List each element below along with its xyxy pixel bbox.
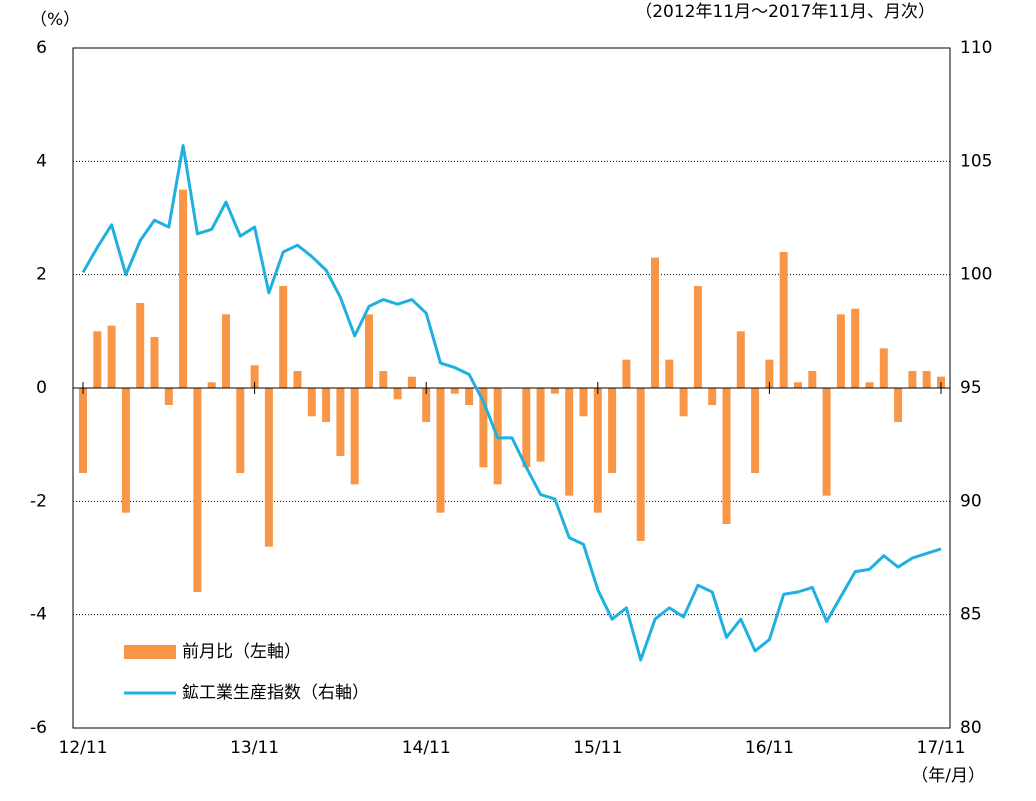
bar <box>608 388 617 473</box>
bar <box>465 388 474 405</box>
bar <box>350 388 359 485</box>
bar <box>107 325 116 388</box>
legend-label: 鉱工業生産指数（右軸） <box>182 683 369 703</box>
bar <box>622 359 631 388</box>
bar <box>722 388 731 524</box>
bar <box>150 337 159 388</box>
bar <box>765 359 774 388</box>
bar <box>693 286 702 388</box>
x-tick-label: 17/11 <box>917 738 966 758</box>
bar <box>136 303 145 388</box>
bar <box>679 388 688 417</box>
bar <box>651 257 659 388</box>
y-tick-label: 4 <box>36 151 47 171</box>
bar <box>808 371 817 388</box>
x-tick-label: 12/11 <box>59 738 108 758</box>
bar <box>708 388 717 405</box>
bar <box>250 365 259 388</box>
bar <box>593 388 602 513</box>
bar <box>179 189 188 388</box>
y2-tick-label: 80 <box>960 718 982 738</box>
bar <box>908 371 917 388</box>
bar <box>836 314 845 388</box>
bar <box>450 388 459 394</box>
x-tick-label: 15/11 <box>573 738 622 758</box>
bar <box>422 388 431 422</box>
x-tick-label: 14/11 <box>402 738 451 758</box>
bar <box>736 331 745 388</box>
bar <box>779 252 788 388</box>
bar <box>922 371 931 388</box>
bar <box>579 388 588 417</box>
x-axis-unit: （年/月） <box>911 766 985 786</box>
bar <box>665 359 674 388</box>
bar <box>479 388 488 468</box>
bar <box>894 388 903 422</box>
y2-tick-label: 95 <box>960 378 982 398</box>
bar <box>436 388 445 513</box>
legend-label: 前月比（左軸） <box>182 642 301 662</box>
bar <box>293 371 302 388</box>
bar <box>336 388 345 456</box>
y2-tick-label: 90 <box>960 491 982 511</box>
bar <box>550 388 559 394</box>
line <box>81 143 942 662</box>
y-tick-label: -6 <box>30 718 47 738</box>
bar <box>222 314 230 388</box>
bar <box>193 388 202 592</box>
bar <box>522 388 531 468</box>
subtitle: （2012年11月～2017年11月、月次） <box>635 2 935 22</box>
bar <box>322 388 331 422</box>
bar <box>407 376 416 388</box>
x-tick-label: 13/11 <box>230 738 279 758</box>
bar <box>822 388 831 496</box>
bar <box>79 388 87 473</box>
y-tick-label: 6 <box>36 38 47 58</box>
bar <box>393 388 402 400</box>
x-tick-label: 16/11 <box>745 738 794 758</box>
legend-swatch <box>124 645 176 659</box>
bar <box>93 331 102 388</box>
y-tick-label: 2 <box>36 265 47 285</box>
y-tick-label: -4 <box>30 605 47 625</box>
y2-tick-label: 105 <box>960 151 992 171</box>
bar <box>164 388 173 405</box>
y-tick-label: 0 <box>36 378 47 398</box>
y2-tick-label: 100 <box>960 265 992 285</box>
y2-tick-label: 85 <box>960 605 982 625</box>
bar <box>236 388 245 473</box>
bar <box>365 314 373 388</box>
bar <box>279 286 288 388</box>
bar <box>879 348 888 388</box>
bar <box>207 382 216 388</box>
bar <box>851 308 860 388</box>
bar <box>865 382 874 388</box>
bar <box>565 388 574 496</box>
bar <box>636 388 645 541</box>
bar <box>121 388 130 513</box>
bar <box>794 382 802 388</box>
plot-frame <box>72 47 951 729</box>
bar <box>307 388 316 417</box>
bar <box>751 388 760 473</box>
bar <box>264 388 273 547</box>
y-tick-label: -2 <box>30 491 47 511</box>
y2-tick-label: 110 <box>960 38 992 58</box>
bar <box>379 371 388 388</box>
bar <box>536 388 545 462</box>
y-axis-unit: （%） <box>30 10 80 30</box>
